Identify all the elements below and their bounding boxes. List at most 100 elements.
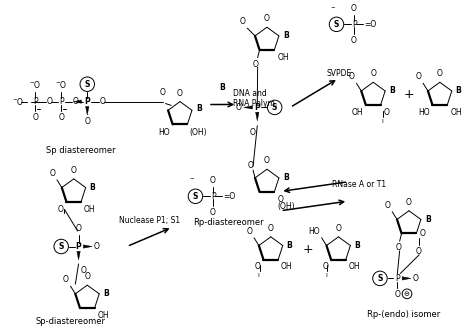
Text: O: O	[255, 262, 261, 272]
Text: $^{-}$O: $^{-}$O	[55, 79, 67, 90]
Text: S: S	[84, 80, 90, 89]
Text: O: O	[249, 128, 255, 137]
Text: O: O	[58, 113, 64, 122]
Text: O: O	[210, 176, 215, 185]
Text: O: O	[268, 224, 274, 233]
Text: Sp diastereomer: Sp diastereomer	[46, 146, 115, 155]
Text: O: O	[160, 88, 165, 97]
Text: O: O	[236, 103, 242, 112]
Polygon shape	[255, 112, 259, 121]
Text: P: P	[353, 20, 357, 29]
Text: S: S	[193, 192, 198, 201]
Text: O: O	[71, 166, 77, 175]
Text: HO: HO	[418, 108, 429, 117]
Text: I: I	[325, 273, 327, 278]
Text: B: B	[389, 87, 395, 95]
Text: HO: HO	[158, 128, 170, 137]
Text: RNase A or T1: RNase A or T1	[332, 179, 386, 189]
Text: OH: OH	[349, 262, 360, 272]
Text: I: I	[382, 118, 383, 124]
Text: O: O	[348, 72, 355, 81]
Text: Rp-diastereomer: Rp-diastereomer	[193, 217, 264, 227]
Text: O: O	[370, 70, 376, 78]
Text: O: O	[437, 70, 443, 78]
Polygon shape	[402, 277, 411, 280]
Text: I: I	[258, 273, 260, 278]
Text: O: O	[383, 108, 389, 117]
Text: $^{-}$O: $^{-}$O	[29, 79, 41, 90]
Text: P: P	[59, 97, 64, 106]
Text: O: O	[247, 161, 253, 170]
Text: O: O	[350, 4, 356, 13]
Text: B: B	[283, 174, 289, 182]
Text: (OH): (OH)	[189, 128, 207, 137]
Text: OH: OH	[84, 204, 96, 214]
Text: O: O	[239, 17, 246, 26]
Text: +: +	[404, 88, 414, 101]
Text: O: O	[84, 272, 90, 281]
Text: O: O	[177, 89, 183, 98]
Text: S: S	[58, 242, 64, 251]
Text: OH: OH	[98, 311, 109, 320]
Text: +: +	[302, 243, 313, 256]
Text: O: O	[384, 201, 390, 210]
Text: B: B	[287, 241, 292, 250]
Text: $^{-}$: $^{-}$	[189, 175, 195, 184]
Text: Sp-diastereomer: Sp-diastereomer	[36, 317, 106, 326]
Text: B: B	[283, 31, 289, 40]
Text: O: O	[246, 227, 252, 236]
Text: O: O	[264, 14, 270, 23]
Text: B: B	[90, 183, 95, 192]
Text: DNA and
RNA Polym.: DNA and RNA Polym.	[233, 89, 277, 109]
Text: P: P	[76, 242, 82, 251]
Text: S: S	[272, 103, 277, 112]
Text: P: P	[395, 274, 400, 283]
Text: O: O	[350, 36, 356, 45]
Text: P: P	[255, 103, 260, 112]
Text: P: P	[211, 192, 216, 201]
Text: HO: HO	[308, 227, 320, 236]
Text: O: O	[81, 266, 86, 275]
Text: O: O	[47, 97, 53, 106]
Text: Nuclease P1; S1: Nuclease P1; S1	[119, 216, 181, 225]
Text: OH: OH	[450, 108, 462, 117]
Text: O: O	[94, 242, 100, 251]
Text: O: O	[32, 113, 38, 122]
Text: O: O	[264, 156, 270, 165]
Polygon shape	[86, 106, 89, 115]
Text: O: O	[73, 97, 79, 106]
Text: O: O	[406, 198, 412, 207]
Text: OH: OH	[281, 262, 293, 272]
Text: S: S	[334, 20, 339, 29]
Text: O: O	[76, 224, 82, 233]
Text: B: B	[425, 215, 430, 224]
Text: B: B	[354, 241, 360, 250]
Text: (OH): (OH)	[277, 202, 295, 211]
Text: O: O	[413, 274, 419, 283]
Text: $^{-}$: $^{-}$	[329, 3, 336, 12]
Text: O: O	[100, 97, 106, 106]
Text: O: O	[84, 117, 90, 126]
Text: S: S	[377, 274, 383, 283]
Text: OH: OH	[277, 53, 289, 62]
Text: O: O	[415, 72, 421, 81]
Text: B: B	[456, 87, 461, 95]
Text: P: P	[33, 97, 37, 106]
Text: O: O	[419, 229, 425, 238]
Text: P: P	[84, 97, 90, 106]
Polygon shape	[83, 245, 92, 248]
Text: =O: =O	[364, 20, 376, 29]
Polygon shape	[74, 100, 82, 103]
Polygon shape	[244, 106, 253, 109]
Text: O: O	[322, 262, 328, 272]
Text: =O: =O	[223, 192, 235, 201]
Text: O: O	[49, 169, 55, 178]
Text: O: O	[58, 205, 64, 215]
Text: Rp-(endo) isomer: Rp-(endo) isomer	[367, 310, 441, 319]
Text: OH: OH	[351, 108, 363, 117]
Text: O: O	[396, 243, 401, 252]
Text: O: O	[253, 60, 259, 69]
Text: $^{-}$O: $^{-}$O	[12, 96, 24, 107]
Text: SVPDE: SVPDE	[327, 69, 352, 78]
Text: O: O	[336, 224, 341, 233]
